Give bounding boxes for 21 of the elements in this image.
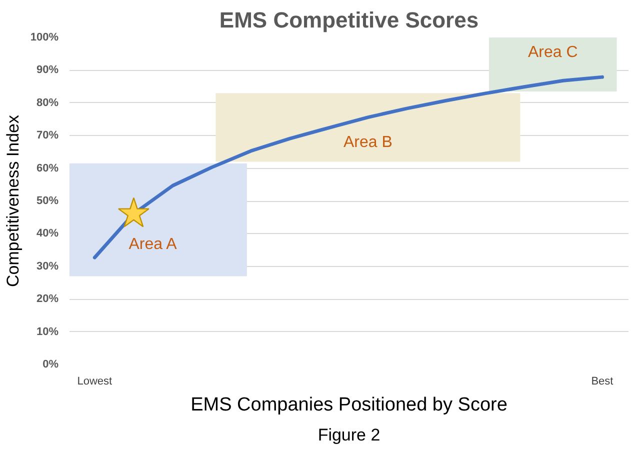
y-tick-label: 70%: [36, 130, 59, 142]
x-tick-label: Lowest: [77, 376, 112, 388]
y-tick-label: 50%: [36, 195, 59, 207]
band-label: Area B: [344, 134, 392, 152]
band-label: Area C: [528, 44, 578, 62]
y-tick-label: 80%: [36, 96, 59, 109]
y-tick-label: 40%: [36, 228, 59, 240]
y-tick-label: 30%: [36, 260, 59, 272]
x-tick-label: Best: [591, 376, 614, 388]
x-axis-title: EMS Companies Positioned by Score: [190, 394, 508, 416]
y-tick-label: 0%: [42, 358, 59, 370]
y-tick-label: 90%: [36, 64, 59, 76]
band-label: Area A: [128, 236, 178, 254]
y-tick-label: 100%: [30, 32, 59, 44]
y-tick-label: 60%: [36, 162, 59, 174]
y-tick-label: 10%: [36, 326, 59, 338]
line-series: [92, 75, 604, 260]
caption: Figure 2: [318, 426, 380, 444]
chart-title: EMS Competitive Scores: [219, 8, 479, 32]
y-tick-label: 20%: [36, 293, 59, 306]
y-axis-title: Competitiveness Index: [3, 114, 22, 287]
